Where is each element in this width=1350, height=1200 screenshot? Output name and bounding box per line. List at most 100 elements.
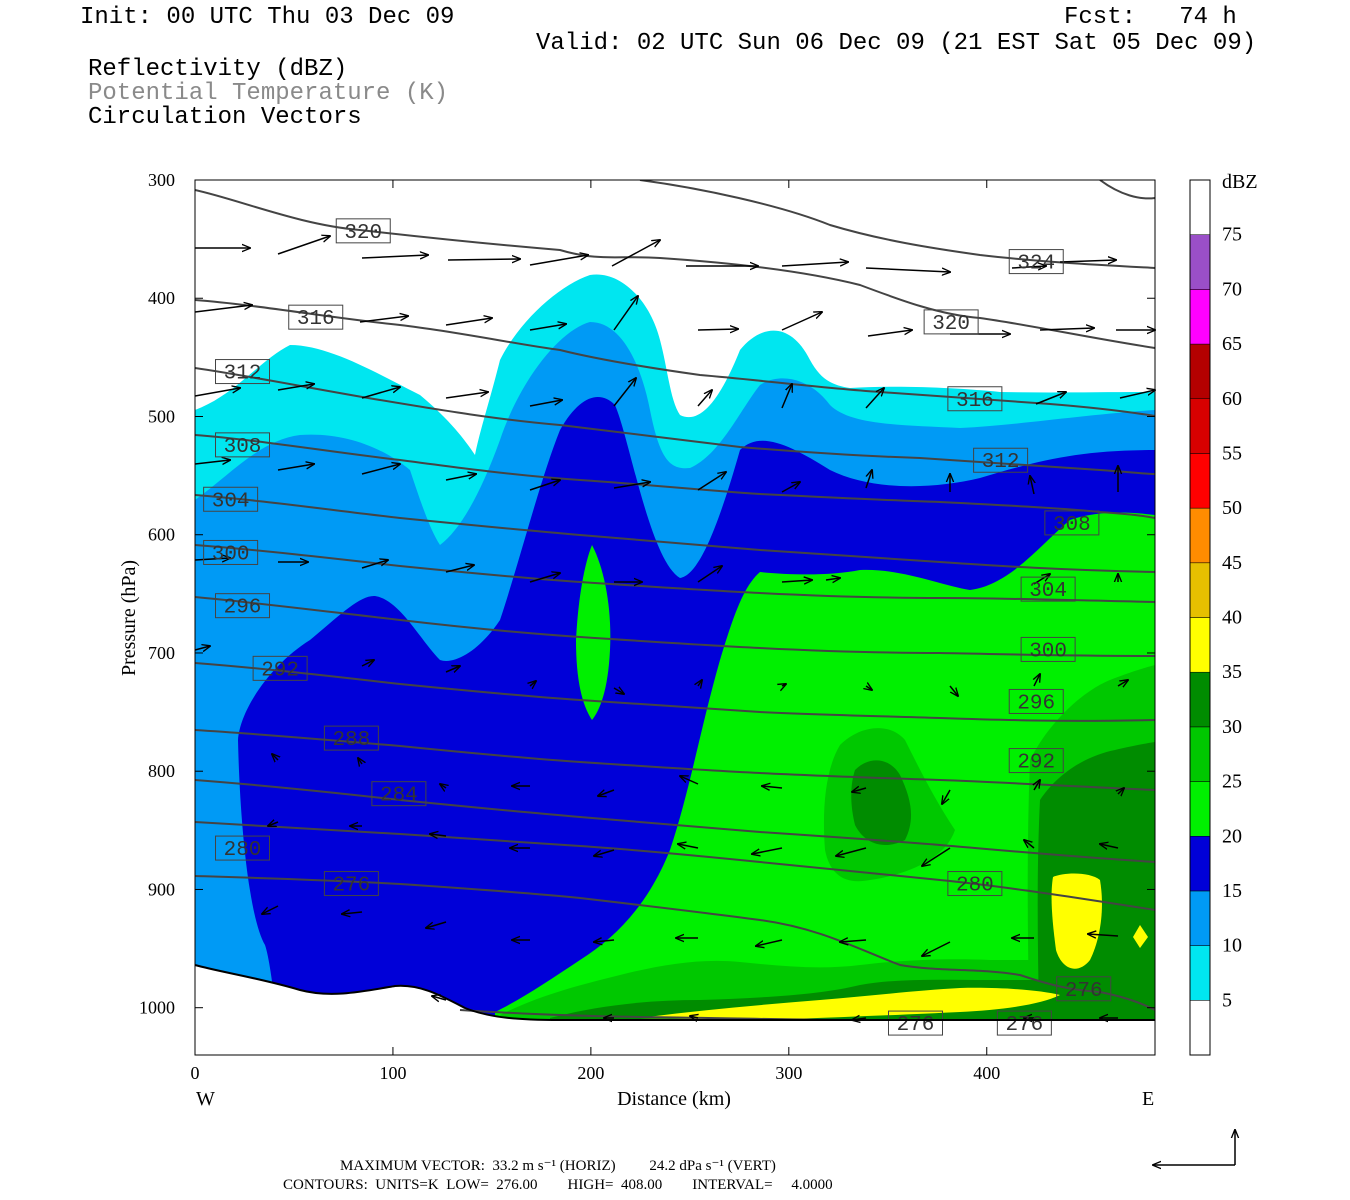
wind-vector xyxy=(445,474,476,481)
wind-vector xyxy=(598,790,615,796)
contour-label-value: 276 xyxy=(332,875,370,898)
colorbar-swatch xyxy=(1189,179,1211,235)
wind-vector xyxy=(361,560,388,569)
colorbar-level-label: 35 xyxy=(1222,661,1242,683)
contour-label-value: 280 xyxy=(956,875,994,898)
x-tick-label: 0 xyxy=(191,1063,200,1083)
colorbar-swatch xyxy=(1189,836,1211,892)
colorbar-swatch xyxy=(1189,453,1211,509)
wind-vector xyxy=(866,686,872,690)
colorbar-level-label: 25 xyxy=(1222,771,1242,793)
y-tick-label: 900 xyxy=(148,879,175,899)
theta-contour xyxy=(195,544,1155,603)
colorbar-swatch xyxy=(1189,1000,1211,1056)
contour-label-value: 316 xyxy=(297,308,335,331)
x-tick-label: 300 xyxy=(775,1063,802,1083)
wind-vector xyxy=(756,939,783,946)
colorbar-swatch xyxy=(1189,289,1211,345)
wind-vector xyxy=(361,255,428,258)
theta-contour xyxy=(195,662,1155,722)
y-tick-label: 700 xyxy=(148,643,175,663)
wind-vector xyxy=(194,460,230,464)
wind-vector xyxy=(272,754,278,760)
dbz-colorbar: 5 10 15 20 25 30 35 40 45 50 55 60 65 70 75 xyxy=(1189,179,1242,1056)
colorbar-swatch xyxy=(1189,671,1211,728)
wind-vector xyxy=(1039,328,1094,330)
contour-label: 280 xyxy=(947,871,1003,898)
contour-label-value: 296 xyxy=(1017,692,1055,715)
colorbar-swatch xyxy=(1189,507,1211,564)
contour-label-value: 304 xyxy=(212,490,250,513)
contour-label-value: 292 xyxy=(1017,752,1055,775)
contour-label-value: 308 xyxy=(1053,514,1091,537)
wind-vector xyxy=(1035,392,1066,405)
contour-label: 320 xyxy=(923,309,979,336)
wind-vector xyxy=(697,390,712,407)
wind-vector xyxy=(277,464,314,471)
colorbar-swatch xyxy=(1189,562,1211,618)
x-axis-east-label: E xyxy=(1142,1088,1154,1110)
wind-vector xyxy=(445,565,474,573)
colorbar-swatch xyxy=(1189,781,1211,837)
contour-label-value: 276 xyxy=(897,1014,935,1037)
wind-vector xyxy=(277,384,314,391)
contour-label-value: 296 xyxy=(224,597,262,620)
wind-vector xyxy=(194,388,240,397)
contour-label-value: 316 xyxy=(956,390,994,413)
theta-contour xyxy=(639,180,1155,269)
wind-vector xyxy=(430,834,447,836)
contour-label: 288 xyxy=(323,725,379,752)
wind-vector xyxy=(1117,680,1128,686)
field-circulation-vectors: Circulation Vectors xyxy=(88,104,362,131)
wind-vector xyxy=(865,267,950,272)
contour-label-value: 324 xyxy=(1017,253,1055,276)
wind-vector xyxy=(840,940,867,942)
dbz35-cell-east xyxy=(1051,873,1102,969)
contour-label: 308 xyxy=(1044,510,1100,537)
wind-vector xyxy=(781,384,792,409)
wind-vector xyxy=(949,685,958,696)
colorbar-level-label: 15 xyxy=(1222,880,1242,902)
colorbar-level-label: 30 xyxy=(1222,716,1242,738)
wind-vector xyxy=(445,392,488,399)
contour-label: 276 xyxy=(887,1010,943,1037)
circulation-vectors xyxy=(194,236,1155,1020)
contour-label: 308 xyxy=(215,432,271,459)
theta-contour xyxy=(195,821,1155,911)
contour-label-value: 280 xyxy=(224,839,262,862)
wind-vector xyxy=(358,758,362,764)
colorbar-level-label: 5 xyxy=(1222,989,1232,1011)
wind-vector xyxy=(529,255,588,266)
wind-vector xyxy=(1100,844,1119,848)
wind-vector xyxy=(867,330,912,337)
theta-contour xyxy=(195,434,1155,519)
wind-vector xyxy=(426,921,447,928)
contour-label-value: 284 xyxy=(380,785,418,808)
wind-vector xyxy=(1030,476,1034,495)
contour-label: 324 xyxy=(1008,249,1064,276)
field-potential-temperature: Potential Temperature (K) xyxy=(88,80,449,107)
x-tick-label: 200 xyxy=(577,1063,604,1083)
wind-vector xyxy=(1034,780,1040,791)
wind-vector xyxy=(194,305,252,313)
wind-vector xyxy=(922,847,951,866)
contour-label-value: 312 xyxy=(982,451,1020,474)
theta-contour xyxy=(195,367,1155,475)
wind-vector xyxy=(942,789,951,804)
wind-vector xyxy=(865,388,884,409)
wind-vector xyxy=(529,324,566,331)
wind-vector xyxy=(594,940,615,942)
colorbar-level-label: 60 xyxy=(1222,388,1242,410)
wind-vector xyxy=(678,844,699,848)
contour-label: 292 xyxy=(1008,748,1064,775)
wind-vector xyxy=(690,1016,698,1018)
forecast-hour: Fcst: 74 h xyxy=(1064,4,1237,31)
wind-vector xyxy=(530,681,536,686)
y-tick-label: 400 xyxy=(148,288,175,308)
colorbar-level-label: 75 xyxy=(1222,224,1242,246)
wind-vector xyxy=(1059,260,1116,262)
wind-vector xyxy=(447,259,520,260)
terrain-line xyxy=(194,964,1155,1021)
plot-frame xyxy=(194,179,1156,1056)
